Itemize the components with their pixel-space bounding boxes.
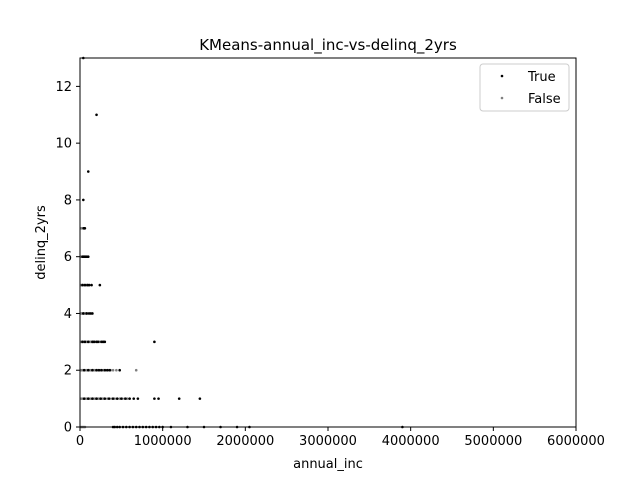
series-true-point (111, 397, 115, 400)
x-tick-label: 2000000 (216, 434, 274, 449)
x-tick-label: 1000000 (134, 434, 192, 449)
x-axis: 0 1000000 2000000 3000000 4000000 5000000 6000… (76, 427, 605, 449)
legend-label-false: False (528, 92, 561, 107)
series-true-point (91, 397, 94, 400)
series-true-point (108, 368, 112, 372)
x-axis-label: annual_inc (293, 457, 363, 472)
series-true-point (95, 368, 98, 372)
series-true-point (86, 397, 90, 400)
series-true-point (96, 340, 100, 344)
series-false-point (111, 368, 115, 372)
series-true-point (105, 368, 109, 372)
series-true-point (120, 397, 123, 400)
series-true-point (86, 368, 90, 372)
series-true-point (81, 340, 84, 344)
y-axis-label: delinq_2yrs (34, 205, 49, 280)
series-true-point (83, 227, 87, 230)
series-true-point (99, 397, 102, 400)
y-tick-label: 8 (64, 193, 72, 208)
series-true-point (118, 368, 121, 372)
series-true-point (95, 397, 98, 400)
series-true-point (198, 397, 202, 400)
series-true-point (82, 397, 86, 400)
series-true-point (92, 340, 96, 344)
series-true-point (83, 340, 87, 344)
series-true-point (95, 113, 98, 117)
series-true-point (87, 283, 91, 287)
series-true-point (98, 283, 102, 287)
x-tick-label: 0 (76, 434, 84, 449)
series-true-point (128, 397, 131, 400)
legend: True False (479, 63, 570, 112)
plot-frame (79, 57, 577, 428)
series-false-point (115, 368, 118, 372)
y-tick-label: 10 (55, 137, 72, 152)
series-true-point (85, 312, 88, 315)
series-true-point (157, 397, 160, 400)
series-true-point (97, 368, 101, 372)
chart-title: KMeans-annual_inc-vs-delinq_2yrs (199, 36, 457, 55)
y-tick-label: 0 (64, 421, 72, 436)
y-axis: 0 2 4 6 8 10 12 (55, 80, 80, 436)
series-true-point (153, 340, 156, 344)
series-true-point (86, 255, 90, 258)
legend-marker-false (500, 96, 504, 100)
series-true-point (115, 397, 119, 400)
y-tick-label: 4 (64, 307, 72, 322)
series-true-point (103, 340, 107, 344)
series-true-point (91, 368, 94, 372)
x-tick-label: 5000000 (464, 434, 522, 449)
series-true-point (82, 368, 86, 372)
series-true-point (132, 397, 136, 400)
series-true-point (81, 283, 84, 287)
series-true-point (86, 170, 90, 173)
series-true-point (90, 283, 93, 287)
x-tick-label: 6000000 (547, 434, 605, 449)
series-true-point (103, 397, 107, 400)
series-true-point (177, 397, 181, 400)
series-true-point (103, 368, 107, 372)
y-tick-label: 2 (64, 364, 72, 379)
series-true-points (81, 56, 404, 429)
x-tick-label: 3000000 (299, 434, 357, 449)
series-true-point (100, 368, 103, 372)
legend-marker-true (500, 74, 504, 78)
y-tick-label: 6 (64, 250, 72, 265)
series-true-point (91, 312, 94, 315)
y-tick-label: 12 (55, 80, 72, 95)
series-true-point (136, 397, 140, 400)
x-tick-label: 4000000 (382, 434, 440, 449)
series-true-point (153, 397, 156, 400)
series-false-point (134, 368, 138, 372)
legend-label-true: True (527, 70, 556, 85)
series-true-point (124, 397, 127, 400)
series-true-point (86, 340, 90, 344)
series-true-point (107, 397, 111, 400)
series-true-point (82, 312, 85, 315)
series-true-point (82, 198, 85, 202)
series-true-point (83, 283, 87, 287)
